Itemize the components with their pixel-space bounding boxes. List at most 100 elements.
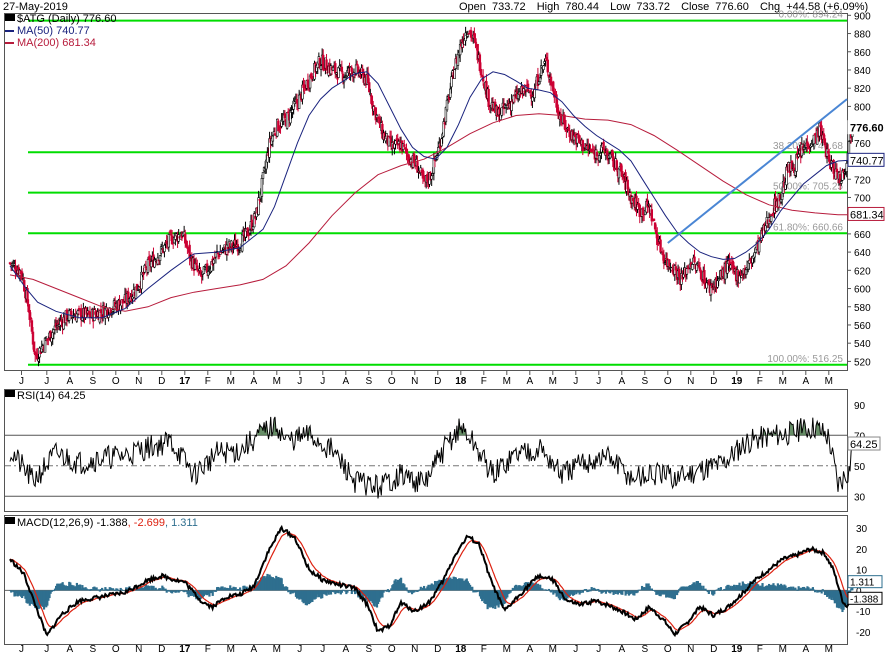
price-candle-body bbox=[340, 66, 344, 72]
rsi-value-tag: 64.25 bbox=[847, 436, 881, 451]
macd-month-label: A bbox=[526, 644, 533, 654]
macd-hist-bar bbox=[579, 590, 582, 594]
price-candle-body bbox=[538, 77, 542, 83]
macd-hist-bar bbox=[10, 590, 13, 593]
macd-hist-bar bbox=[817, 590, 820, 593]
rsi-tick-label: 30 bbox=[854, 492, 866, 503]
price-candle-body bbox=[297, 94, 301, 109]
macd-hist-bar bbox=[407, 590, 410, 593]
macd-hist-bar bbox=[287, 590, 290, 593]
macd-hist-bar bbox=[98, 590, 102, 592]
price-candle-body bbox=[437, 147, 440, 154]
macd-month-label: N bbox=[411, 644, 418, 654]
macd-month-label: 19 bbox=[731, 644, 743, 654]
price-candle-body bbox=[334, 63, 337, 74]
macd-hist-bar bbox=[382, 590, 385, 593]
macd-hist-bar bbox=[229, 585, 232, 591]
macd-month-label: M bbox=[227, 644, 235, 654]
macd-hist-bar bbox=[387, 590, 391, 593]
price-candle-body bbox=[638, 204, 641, 218]
macd-tag-box bbox=[847, 575, 883, 589]
price-candle-body bbox=[140, 271, 143, 290]
price-candle-body bbox=[652, 218, 656, 221]
price-candle-body bbox=[127, 291, 130, 303]
chart-date: 27-May-2019 bbox=[3, 1, 68, 13]
macd-hist-bar bbox=[389, 590, 392, 591]
macd-hist-bar bbox=[75, 582, 79, 591]
price-candle-body bbox=[823, 138, 827, 146]
macd-hist-bar bbox=[325, 590, 328, 596]
price-candle-body bbox=[835, 168, 839, 173]
month-axis: J J A S O N D 17 F M A M J J A S O N D 18 F M A M J J A S O N D 19 F M A M bbox=[19, 370, 833, 387]
macd-hist-bar bbox=[221, 586, 224, 591]
month-label: J bbox=[573, 376, 578, 387]
macd-hist-bar bbox=[79, 584, 82, 591]
price-candle-body bbox=[70, 310, 73, 316]
macd-hist-bar bbox=[329, 590, 333, 595]
macd-hist-bar bbox=[589, 590, 592, 592]
month-label: A bbox=[802, 376, 809, 387]
price-candle-body bbox=[271, 135, 275, 142]
macd-hist-bar bbox=[713, 590, 716, 595]
trend-line bbox=[667, 98, 848, 244]
price-candle-body bbox=[542, 65, 545, 70]
price-candle-body bbox=[693, 256, 696, 263]
macd-hist-bar bbox=[417, 590, 420, 592]
legend-price: $ATG (Daily) 776.60 bbox=[17, 13, 116, 25]
month-label: M bbox=[227, 376, 235, 387]
price-legend: $ATG (Daily) 776.60 MA(50) 740.77 MA(200… bbox=[5, 13, 116, 49]
close-value: 776.60 bbox=[715, 1, 749, 13]
month-label: J bbox=[19, 376, 24, 387]
macd-hist-bar bbox=[113, 589, 116, 591]
fib-label: 0.00%: 894.24 bbox=[779, 10, 844, 21]
macd-tag-value: -1.388 bbox=[850, 594, 879, 605]
price-candle-body bbox=[453, 69, 456, 79]
macd-hist-bar bbox=[700, 585, 703, 591]
macd-hist-bar bbox=[807, 587, 810, 591]
open-label: Open bbox=[459, 1, 486, 13]
month-label: A bbox=[250, 376, 257, 387]
month-label: 18 bbox=[455, 376, 467, 387]
macd-legend-signal: , -2.699 bbox=[128, 517, 165, 529]
macd-hist-bar bbox=[95, 587, 98, 591]
month-label: N bbox=[411, 376, 418, 387]
price-candle-body bbox=[812, 134, 816, 145]
high-value: 780.44 bbox=[565, 1, 599, 13]
rsi-panel: 30507090 RSI(14) 64.25 64.25 bbox=[4, 389, 881, 512]
macd-month-label: D bbox=[158, 644, 165, 654]
macd-hist-bar bbox=[719, 587, 723, 591]
macd-hist-bar bbox=[97, 589, 100, 591]
price-candle-body bbox=[536, 74, 540, 87]
macd-hist-bar bbox=[337, 590, 340, 594]
macd-hist-bar bbox=[148, 586, 151, 591]
macd-hist-bar bbox=[52, 590, 56, 592]
price-candle-body bbox=[479, 68, 483, 76]
macd-hist-bar bbox=[413, 590, 416, 593]
macd-month-label: M bbox=[503, 644, 511, 654]
macd-hist-bar bbox=[178, 590, 181, 592]
macd-hist-bar bbox=[88, 590, 92, 591]
price-tag-box bbox=[847, 152, 885, 167]
macd-month-label: J bbox=[297, 644, 302, 654]
macd-month-label: J bbox=[44, 644, 49, 654]
price-candle-body bbox=[641, 207, 645, 216]
month-label: A bbox=[526, 376, 533, 387]
macd-hist-bar bbox=[633, 590, 636, 596]
month-label: M bbox=[825, 376, 833, 387]
macd-hist-bar bbox=[234, 587, 237, 591]
price-tag-value: 681.34 bbox=[850, 209, 884, 221]
price-candle-body bbox=[738, 275, 741, 284]
macd-hist-bar bbox=[162, 587, 165, 591]
macd-hist-bar bbox=[175, 590, 178, 593]
macd-month-label: S bbox=[89, 644, 96, 654]
macd-hist-bar bbox=[727, 584, 730, 591]
macd-month-label: J bbox=[596, 644, 601, 654]
macd-hist-bar bbox=[154, 587, 157, 591]
macd-hist-bar bbox=[165, 590, 168, 593]
price-tick-label: 560 bbox=[854, 321, 871, 332]
macd-month-label: O bbox=[388, 644, 396, 654]
price-candle-body bbox=[311, 75, 314, 80]
month-label: J bbox=[596, 376, 601, 387]
rsi-panel-frame bbox=[4, 389, 848, 512]
macd-panel: -20-100102030 MACD(12,26,9) -1.388, -2.6… bbox=[4, 515, 883, 654]
